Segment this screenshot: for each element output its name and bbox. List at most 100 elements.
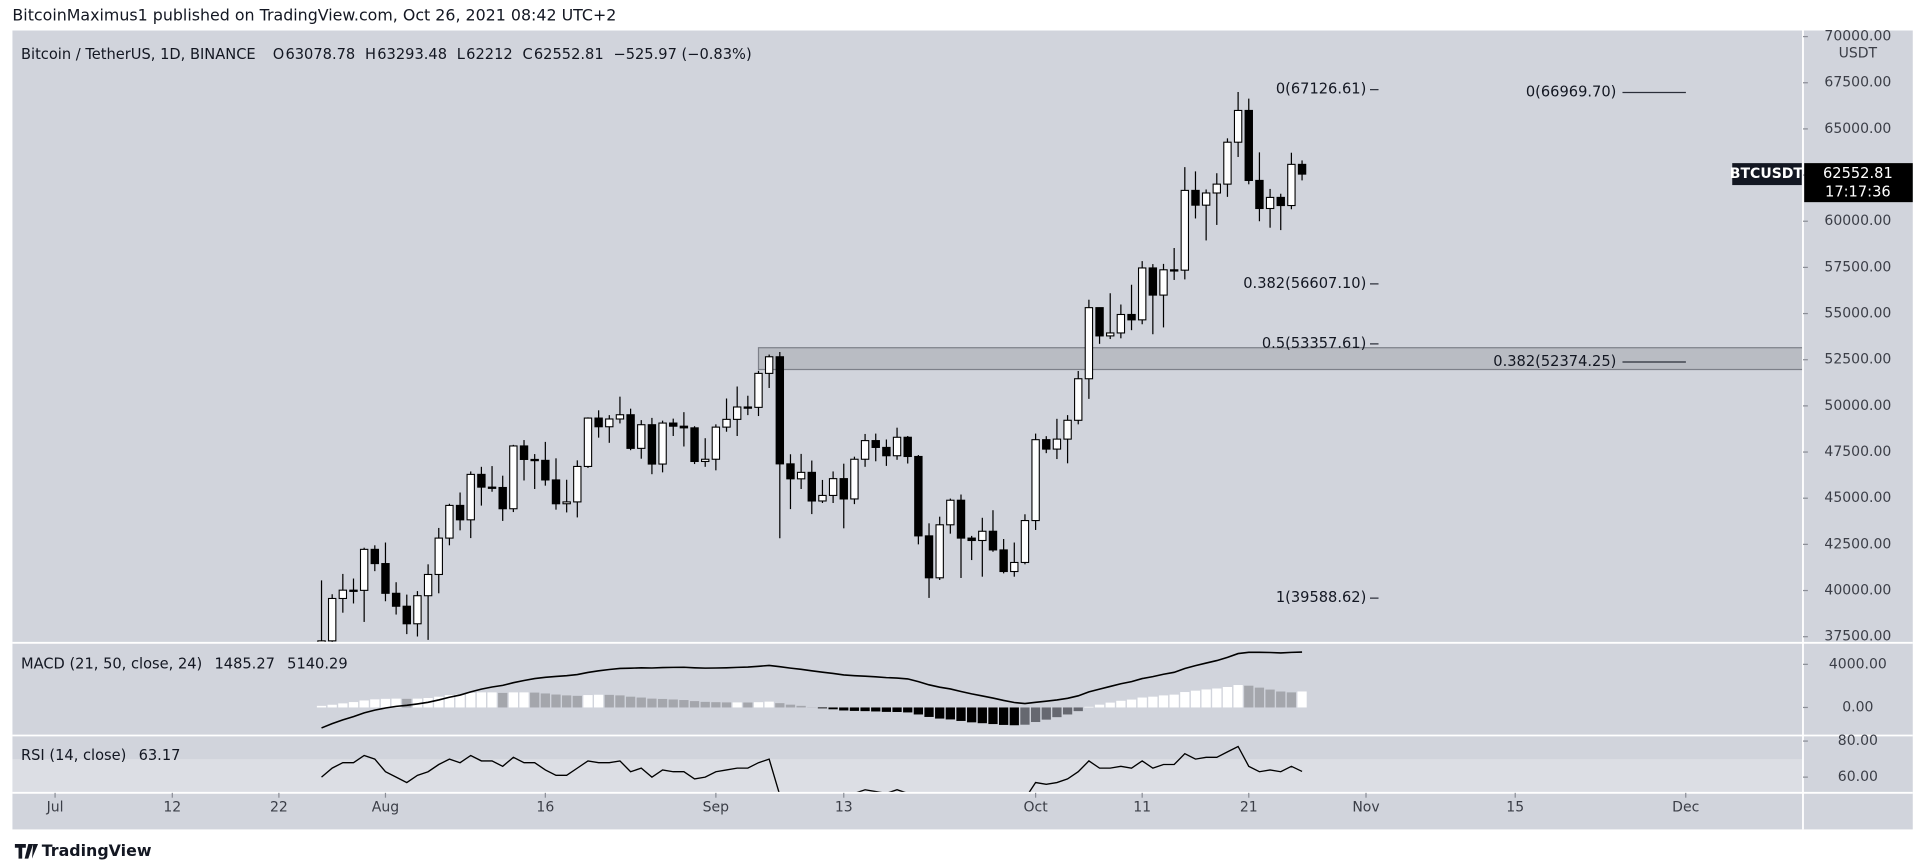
x-tick-label: 11	[1133, 799, 1151, 815]
macd-histogram-bar	[434, 696, 444, 708]
ohlc-label: C	[522, 46, 532, 63]
macd-histogram-bar	[871, 707, 881, 712]
macd-histogram-bar	[817, 707, 828, 709]
candle-body	[850, 458, 859, 500]
macd-histogram-bar	[583, 695, 593, 708]
candle-body	[317, 640, 326, 643]
candle-body	[1052, 438, 1062, 450]
candle-body	[381, 563, 390, 594]
x-tick-label: 15	[1506, 799, 1524, 815]
macd-histogram-bar	[839, 707, 849, 711]
macd-histogram-bar	[881, 707, 892, 712]
macd-histogram-bar	[562, 695, 572, 708]
fib-label: 0.382(52374.25)	[1493, 353, 1616, 370]
y-tick-label: 37500.00	[1824, 629, 1891, 645]
candle-body	[1191, 189, 1200, 206]
macd-histogram-bar	[370, 699, 380, 708]
candle-body	[359, 548, 369, 591]
ohlc-value: 63078.78	[285, 46, 355, 63]
candle-body	[892, 436, 902, 457]
macd-legend-title: MACD (21, 50, close, 24)	[21, 656, 202, 673]
macd-histogram-bar	[1212, 688, 1222, 708]
candle-body	[541, 459, 550, 481]
macd-histogram-bar	[753, 702, 764, 708]
candle-body	[519, 445, 529, 460]
y-tick-label: 50000.00	[1824, 398, 1891, 414]
candle-body	[1276, 196, 1285, 207]
candle-body	[338, 589, 348, 600]
y-tick-label: 42500.00	[1824, 536, 1891, 552]
candle-body	[1255, 179, 1264, 210]
price-tag-bg	[1804, 163, 1913, 203]
candle-body	[786, 463, 795, 480]
candle-body	[1127, 313, 1136, 321]
candle-body	[1287, 163, 1296, 207]
candle-body	[1137, 267, 1147, 321]
macd-histogram-bar	[1105, 702, 1115, 708]
macd-histogram-bar	[1201, 689, 1211, 708]
candle-body	[722, 418, 731, 428]
macd-histogram-bar	[402, 698, 412, 708]
candle-body	[1148, 267, 1158, 296]
fib-label: 1(39588.62)	[1276, 589, 1367, 606]
y-tick-label: 70000.00	[1824, 29, 1891, 45]
macd-histogram-bar	[700, 701, 710, 708]
candle-body	[1159, 269, 1168, 296]
candle-body	[828, 478, 838, 496]
candle-body	[391, 592, 401, 607]
candle-body	[477, 473, 486, 488]
macd-histogram-bar	[1180, 692, 1190, 708]
macd-histogram-bar	[743, 702, 753, 708]
y-tick-label: 57500.00	[1824, 259, 1891, 275]
candle-body	[327, 597, 337, 642]
candle-body	[690, 427, 699, 463]
candle-body	[1020, 520, 1030, 564]
candle-body	[764, 356, 774, 374]
chart-background	[12, 30, 1913, 830]
macd-histogram-bar	[764, 701, 774, 708]
candle-body	[370, 548, 380, 565]
candle-body	[1233, 109, 1243, 143]
candle-body	[562, 501, 571, 505]
candle-body	[818, 494, 827, 502]
candle-body	[743, 406, 753, 409]
x-tick-label: 22	[270, 799, 288, 815]
macd-histogram-bar	[636, 697, 646, 708]
macd-histogram-bar	[1137, 697, 1147, 708]
price-tag-value: 62552.81	[1823, 165, 1893, 182]
macd-histogram-bar	[412, 698, 423, 708]
candle-body	[701, 458, 710, 463]
macd-histogram-bar	[1116, 700, 1126, 708]
macd-histogram-bar	[785, 704, 796, 708]
candle-body	[988, 530, 998, 551]
macd-histogram-bar	[860, 707, 870, 712]
macd-histogram-bar	[1062, 707, 1073, 715]
support-zone	[757, 347, 1803, 371]
candle-body	[871, 440, 880, 448]
candle-body	[1180, 189, 1190, 271]
macd-histogram-bar	[540, 693, 550, 708]
candle-body	[658, 422, 667, 465]
macd-pane	[316, 651, 1307, 729]
macd-histogram-bar	[1222, 686, 1233, 708]
macd-histogram-bar	[849, 707, 860, 711]
macd-histogram-bar	[945, 707, 955, 720]
candle-body	[1031, 439, 1040, 522]
rsi-band	[12, 759, 1803, 793]
candle-body	[1063, 419, 1072, 440]
macd-histogram-bar	[498, 692, 508, 708]
candle-body	[615, 414, 625, 420]
fib-label: 0.5(53357.61)	[1262, 335, 1366, 352]
macd-histogram-bar	[1276, 691, 1286, 708]
macd-histogram-bar	[625, 696, 636, 708]
candle-body	[626, 414, 635, 449]
candle-body	[551, 479, 561, 505]
macd-histogram-bar	[1052, 707, 1062, 718]
macd-histogram-bar	[593, 694, 604, 708]
macd-histogram-bar	[1126, 699, 1137, 708]
rsi-legend-value: 63.17	[139, 747, 181, 764]
candle-body	[924, 535, 934, 579]
x-tick-label: Sep	[703, 799, 730, 815]
candle-body	[1095, 307, 1104, 337]
